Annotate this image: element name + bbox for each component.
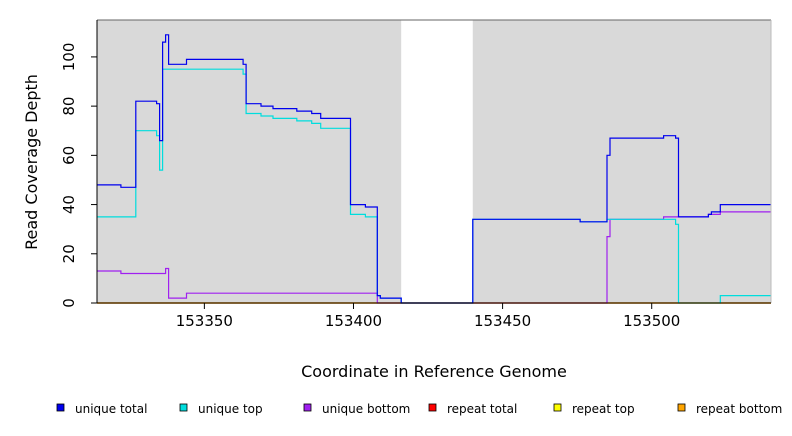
- series-line-unique-total: [97, 34, 771, 304]
- legend: unique total unique top unique bottom repea…: [56, 402, 782, 416]
- legend-item: unique total: [56, 402, 147, 416]
- legend-label: repeat top: [572, 402, 635, 416]
- legend-item: unique top: [179, 402, 263, 416]
- legend-swatch: [303, 403, 312, 412]
- legend-label: unique total: [75, 402, 147, 416]
- y-tick-label: 0: [60, 298, 78, 308]
- legend-item: repeat total: [428, 402, 517, 416]
- coverage-gap-region: [401, 20, 473, 303]
- y-tick-label: 100: [60, 43, 78, 72]
- y-axis-label: Read Coverage Depth: [22, 74, 41, 250]
- y-tick-label: 80: [60, 97, 78, 116]
- legend-label: repeat total: [447, 402, 517, 416]
- legend-swatch: [553, 403, 562, 412]
- y-tick-label: 60: [60, 146, 78, 165]
- legend-label: unique top: [198, 402, 263, 416]
- x-axis-label: Coordinate in Reference Genome: [301, 362, 567, 381]
- legend-item: repeat bottom: [677, 402, 782, 416]
- legend-item: repeat top: [553, 402, 635, 416]
- legend-swatch: [179, 403, 188, 412]
- legend-swatch: [428, 403, 437, 412]
- legend-swatch: [56, 403, 65, 412]
- y-tick-label: 40: [60, 195, 78, 214]
- x-tick-label: 153350: [176, 312, 233, 330]
- x-tick-label: 153400: [325, 312, 382, 330]
- legend-item: unique bottom: [303, 402, 410, 416]
- legend-label: repeat bottom: [696, 402, 782, 416]
- x-tick-label: 153450: [474, 312, 531, 330]
- y-tick-label: 20: [60, 244, 78, 263]
- legend-swatch: [677, 403, 686, 412]
- x-tick-label: 153500: [623, 312, 680, 330]
- legend-label: unique bottom: [322, 402, 410, 416]
